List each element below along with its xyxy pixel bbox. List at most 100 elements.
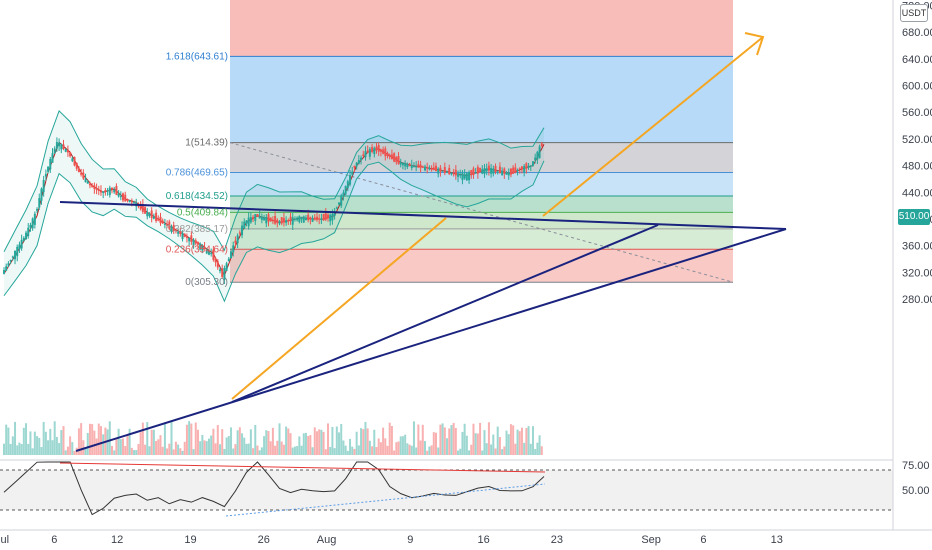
volume-bar	[428, 446, 431, 455]
candle-body	[77, 168, 80, 173]
volume-bar	[538, 435, 541, 455]
candle-body	[210, 252, 213, 255]
volume-bar	[514, 443, 517, 455]
volume-bar	[128, 428, 131, 455]
candle-body	[476, 167, 479, 174]
candle-body	[159, 216, 162, 224]
candle-body	[269, 217, 272, 222]
candle-body	[196, 242, 199, 245]
candle-body	[225, 263, 228, 271]
volume-bar	[64, 450, 67, 455]
volume-bar	[280, 441, 283, 455]
volume-bar	[509, 424, 512, 455]
volume-bar	[503, 446, 506, 455]
price-tick: 360.00	[902, 241, 932, 253]
candle-body	[58, 142, 61, 147]
candle-body	[190, 235, 193, 242]
volume-bar	[53, 421, 56, 455]
volume-bar	[313, 427, 316, 455]
candle-body	[192, 239, 195, 246]
candle-body	[446, 171, 449, 173]
time-tick: Aug	[317, 534, 337, 546]
volume-bar	[415, 447, 418, 455]
volume-bar	[287, 428, 290, 455]
volume-bar	[507, 434, 510, 455]
candle-body	[485, 168, 488, 172]
volume-bar	[22, 427, 25, 455]
volume-bar	[14, 421, 17, 455]
candle-body	[55, 142, 58, 149]
candle-body	[88, 183, 91, 186]
candle-body	[439, 167, 442, 172]
volume-bar	[421, 424, 424, 455]
candle-body	[285, 220, 288, 223]
volume-bar	[126, 435, 129, 455]
candle-body	[384, 148, 387, 157]
time-axis[interactable]: Jul 6 12 19 26 Aug 9 16 23 Sep 6 13	[0, 529, 932, 546]
candle-body	[161, 220, 164, 224]
volume-bar	[18, 442, 21, 455]
volume-bar	[527, 426, 530, 455]
volume-bar	[29, 431, 32, 455]
volume-bar	[82, 440, 85, 455]
candle-body	[194, 240, 197, 244]
volume-bar	[536, 442, 539, 455]
volume-bar	[212, 428, 215, 455]
volume-bar	[333, 448, 336, 455]
price-axis[interactable]: 280.00320.00360.00400.00440.00480.00520.…	[892, 0, 932, 530]
volume-bar	[190, 423, 193, 455]
candle-body	[443, 166, 446, 174]
volume-bar	[518, 431, 521, 455]
volume-bar	[487, 422, 490, 455]
candle-body	[185, 237, 188, 239]
volume-bar	[227, 436, 230, 455]
rsi-band	[0, 470, 893, 510]
candle-body	[342, 192, 345, 197]
volume-bar	[296, 446, 299, 455]
candle-body	[390, 154, 393, 160]
candle-body	[36, 208, 39, 211]
candle-body	[472, 168, 475, 175]
candle-body	[355, 162, 358, 167]
volume-bar	[465, 435, 468, 455]
volume-bar	[236, 430, 239, 455]
candle-body	[410, 164, 413, 169]
candle-body	[42, 179, 45, 193]
candle-body	[412, 166, 415, 168]
volume-bar	[150, 429, 153, 455]
fib-label-0.5: 0.5(409.84)	[177, 207, 228, 218]
volume-bar	[216, 425, 219, 455]
candle-body	[525, 163, 528, 169]
currency-label[interactable]: USDT	[900, 4, 928, 22]
candle-body	[130, 201, 133, 203]
candle-body	[531, 161, 534, 166]
volume-bar	[366, 428, 369, 455]
volume-bar	[463, 423, 466, 455]
candle-body	[371, 147, 374, 152]
candle-body	[122, 193, 125, 201]
volume-bar	[364, 421, 367, 455]
candle-body	[364, 151, 367, 158]
volume-bar	[481, 450, 484, 455]
candle-body	[60, 144, 63, 150]
volume-bar	[285, 426, 288, 455]
candle-body	[33, 213, 36, 225]
candle-body	[3, 270, 5, 274]
volume-bar	[318, 429, 321, 455]
candle-body	[333, 210, 336, 216]
candle-body	[219, 269, 221, 272]
volume-bar	[254, 424, 257, 455]
candle-body	[280, 217, 283, 224]
volume-bar	[423, 441, 426, 455]
candle-body	[516, 169, 519, 171]
volume-bar	[282, 444, 285, 455]
fib-label-1: 1(514.39)	[185, 138, 228, 149]
volume-bar	[437, 447, 440, 455]
volume-bar	[452, 422, 455, 455]
volume-bar	[245, 443, 248, 455]
volume-bar	[199, 441, 202, 455]
volume-bar	[192, 449, 195, 455]
volume-bar	[274, 445, 277, 455]
volume-bar	[230, 427, 233, 455]
